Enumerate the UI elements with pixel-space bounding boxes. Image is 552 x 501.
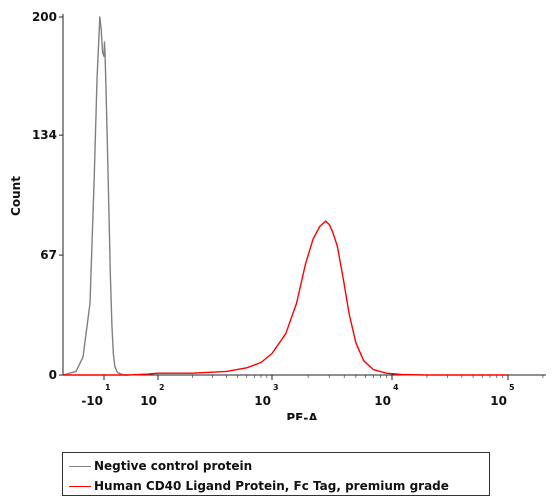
x-tick-label: 10 [140,394,157,408]
x-tick-exponent: 5 [509,383,515,392]
x-tick-label: 10 [374,394,391,408]
series-line-1 [63,220,508,376]
y-axis-label: Count [9,176,23,216]
y-tick-label: 67 [40,248,57,262]
x-tick-exponent: 3 [273,383,279,392]
legend: Negtive control protein Human CD40 Ligan… [62,452,490,496]
legend-swatch-gray [69,465,91,467]
x-tick-exponent: 2 [159,383,165,392]
legend-swatch-red [69,485,91,487]
legend-item-cd40-ligand: Human CD40 Ligand Protein, Fc Tag, premi… [69,476,489,496]
x-axis-label: PE-A [286,411,318,420]
x-tick-label: -10 [81,394,103,408]
x-tick-exponent: 1 [105,383,111,392]
legend-label: Human CD40 Ligand Protein, Fc Tag, premi… [94,479,449,493]
y-tick-label: 200 [32,10,57,24]
x-tick-exponent: 4 [393,383,399,392]
series-layer [62,16,508,376]
x-tick-label: 10 [254,394,271,408]
legend-label: Negtive control protein [94,459,253,473]
x-tick-label: 10 [490,394,507,408]
series-line-0 [62,16,129,376]
y-tick-label: 134 [32,128,57,142]
axes [59,14,546,380]
legend-item-negative-control: Negtive control protein [69,456,489,476]
y-tick-label: 0 [49,368,57,382]
